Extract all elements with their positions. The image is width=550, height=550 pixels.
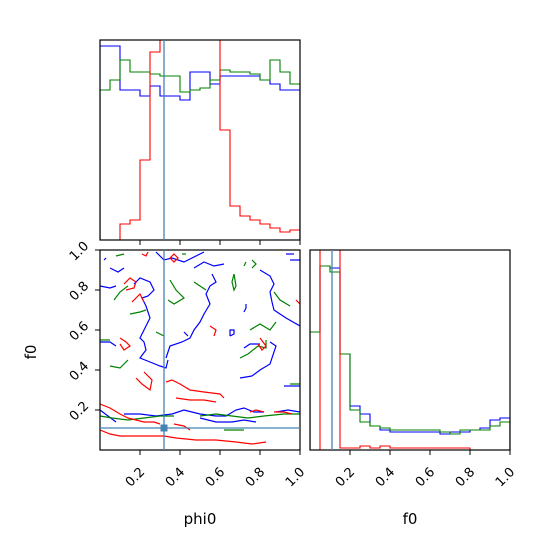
contour-line-51 [175, 397, 217, 403]
f0-ytick-label: 1.0 [67, 239, 92, 264]
contour-line-39 [199, 413, 300, 419]
f0-xtick-label: 1.0 [493, 465, 518, 490]
contour-line-19 [275, 409, 300, 413]
f0-hist-green-series [310, 265, 510, 450]
f0-xtick-label: 0.2 [333, 465, 358, 490]
phi0-xtick-label: 0.8 [243, 465, 268, 490]
contour-line-0 [103, 257, 107, 261]
phi0-f0-contour-panel [99, 249, 301, 451]
contour-line-21 [183, 331, 189, 337]
contour-line-41 [141, 251, 149, 257]
f0-ytick-label: 0.2 [67, 399, 92, 424]
contour-line-10 [243, 304, 247, 313]
contour-line-20 [199, 417, 257, 423]
contour-line-12 [100, 341, 117, 347]
contour-line-22 [115, 253, 125, 257]
phi0-xtick-label: 0.4 [163, 465, 188, 490]
contour-line-34 [273, 291, 291, 307]
contour-line-9 [229, 329, 235, 337]
phi0-xtick-label: 1.0 [283, 465, 308, 490]
f0-hist-red-series [310, 250, 510, 450]
contour-line-43 [123, 277, 137, 291]
contour-line-18 [124, 407, 264, 417]
phi0-histogram-panel [99, 39, 301, 241]
f0-ytick-label: 0.6 [67, 319, 92, 344]
contour-line-27 [167, 279, 185, 305]
phi0-hist-green-series [100, 59, 300, 240]
y-axis-label-f0: f0 [22, 345, 40, 360]
contour-line-13 [243, 343, 260, 349]
contour-line-48 [257, 337, 267, 351]
f0-ytick-label: 0.8 [67, 279, 92, 304]
contour-line-29 [231, 273, 237, 292]
phi0-xtick-label: 0.2 [123, 465, 148, 490]
contour-line-11 [259, 269, 300, 327]
f0-histogram-panel [309, 249, 511, 451]
contour-line-2 [193, 261, 225, 269]
contour-line-46 [209, 325, 217, 337]
phi0-xtick-label: 0.6 [203, 465, 228, 490]
contour-line-52 [100, 403, 161, 425]
phi0-f0-contour-frame [99, 249, 301, 451]
contour-line-31 [109, 359, 129, 369]
contour-line-30 [129, 309, 147, 315]
phi0-hist-red-series [100, 40, 300, 240]
contour-line-38 [100, 415, 174, 421]
contour-line-42 [169, 253, 179, 263]
contour-line-28 [193, 281, 207, 291]
f0-histogram-steps [310, 250, 510, 450]
phi0-histogram-frame [99, 39, 301, 241]
contour-line-6 [109, 267, 125, 273]
contour-line-25 [251, 259, 257, 269]
contour-line-45 [119, 337, 131, 351]
truth-marker [160, 424, 168, 432]
contour-line-33 [249, 321, 277, 331]
contour-line-15 [239, 375, 253, 379]
contour-line-44 [131, 292, 145, 303]
contour-line-24 [243, 261, 247, 267]
x-axis-label-f0: f0 [403, 510, 418, 528]
contour-line-49 [135, 371, 153, 392]
contour-line-53 [100, 429, 267, 445]
contour-line-5 [100, 285, 117, 289]
phi0-histogram-steps [100, 40, 300, 240]
contour-line-14 [251, 341, 277, 377]
contour-line-32 [155, 331, 165, 337]
contour-line-50 [165, 379, 225, 399]
f0-xtick-label: 0.8 [453, 465, 478, 490]
f0-ytick-label: 0.4 [67, 359, 92, 384]
contour-lines [100, 251, 300, 445]
f0-histogram-frame [309, 249, 511, 451]
contour-line-54 [173, 423, 191, 431]
contour-line-1 [155, 251, 205, 263]
contour-line-8 [165, 273, 217, 359]
f0-xtick-label: 0.6 [413, 465, 438, 490]
contour-line-17 [100, 409, 117, 423]
contour-line-26 [113, 285, 129, 301]
contour-line-55 [249, 409, 265, 413]
contour-line-56 [274, 411, 293, 415]
f0-xtick-label: 0.4 [373, 465, 398, 490]
x-axis-label-phi0: phi0 [184, 510, 217, 528]
contour-line-36 [239, 340, 267, 359]
phi0-hist-blue-series [100, 45, 300, 240]
contour-line-7 [133, 277, 169, 369]
contour-line-47 [295, 299, 300, 305]
